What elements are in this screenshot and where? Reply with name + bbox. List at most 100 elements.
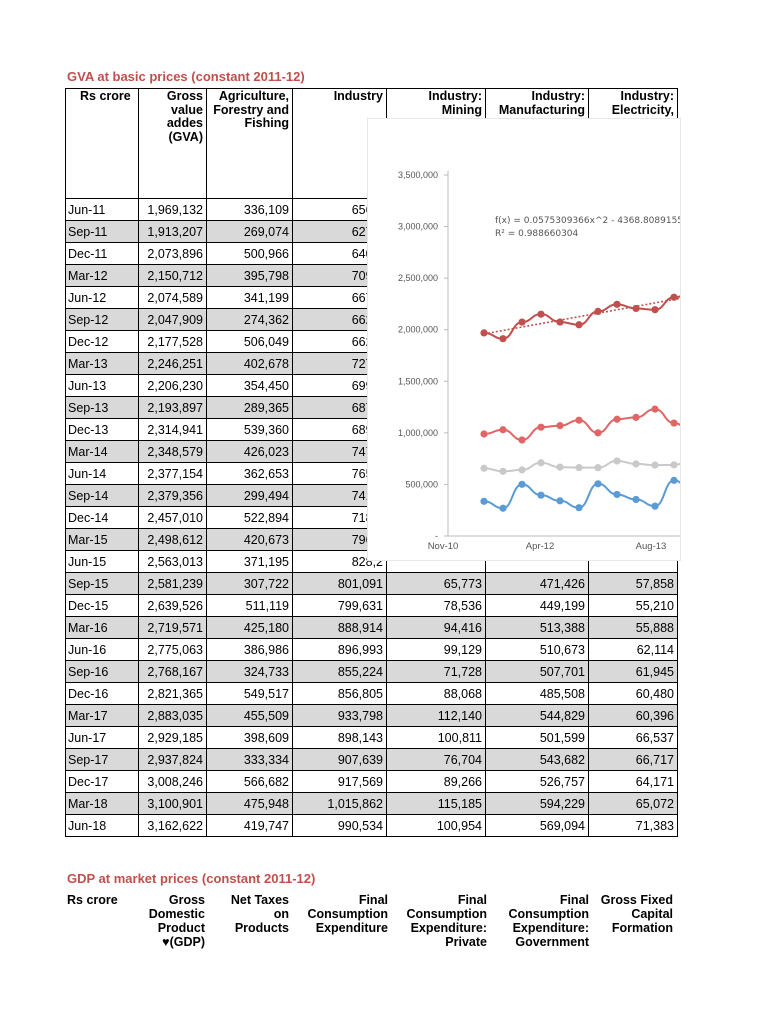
table-cell: 3,008,246 bbox=[138, 770, 207, 793]
data-point bbox=[594, 307, 602, 316]
data-point bbox=[537, 491, 545, 499]
table-cell: 2,073,896 bbox=[138, 242, 207, 265]
table-cell: 333,334 bbox=[206, 748, 293, 771]
table-cell: 2,379,356 bbox=[138, 484, 207, 507]
trendline-r-squared: R² = 0.988660304 bbox=[495, 229, 579, 239]
data-point bbox=[670, 461, 678, 469]
data-point bbox=[575, 504, 583, 512]
table-cell: 2,177,528 bbox=[138, 330, 207, 353]
data-point bbox=[556, 497, 564, 505]
table-cell: 471,426 bbox=[485, 572, 589, 595]
table-cell: 362,653 bbox=[206, 462, 293, 485]
table-cell: 55,210 bbox=[588, 594, 678, 617]
data-point bbox=[556, 318, 564, 326]
line-chart[interactable]: 3,500,000 3,000,000 2,500,000 2,000,000 1,50… bbox=[368, 119, 680, 560]
y-tick-label: 1,000,000 bbox=[398, 428, 438, 438]
table-cell: 3,162,622 bbox=[138, 814, 207, 837]
table-cell: 55,888 bbox=[588, 616, 678, 639]
table-cell: 2,639,526 bbox=[138, 594, 207, 617]
table-cell: 94,416 bbox=[386, 616, 486, 639]
table-cell: 426,023 bbox=[206, 440, 293, 463]
data-point bbox=[499, 335, 507, 343]
table-row: Dec-17 3,008,246 566,682 917,569 89,266 526,7… bbox=[65, 770, 678, 793]
data-point bbox=[537, 310, 545, 318]
table-row: Dec-15 2,639,526 511,119 799,631 78,536 449,1… bbox=[65, 594, 678, 617]
data-point bbox=[632, 413, 640, 421]
data-point bbox=[613, 457, 621, 465]
data-point bbox=[632, 495, 640, 504]
table-cell: 990,534 bbox=[292, 814, 387, 837]
table-cell: 896,993 bbox=[292, 638, 387, 661]
table-cell: 2,246,251 bbox=[138, 352, 207, 375]
table-cell: 2,498,612 bbox=[138, 528, 207, 551]
table-cell: 66,537 bbox=[588, 726, 678, 749]
table-cell: 917,569 bbox=[292, 770, 387, 793]
table-cell: 289,365 bbox=[206, 396, 293, 419]
table-cell: 354,450 bbox=[206, 374, 293, 397]
table-row: Mar-16 2,719,571 425,180 888,914 94,416 513,3… bbox=[65, 616, 678, 639]
row-period-cell: Sep-15 bbox=[65, 572, 139, 595]
table-cell: 2,883,035 bbox=[138, 704, 207, 727]
row-period-cell: Mar-12 bbox=[65, 264, 139, 287]
data-point bbox=[518, 480, 526, 488]
table-cell: 371,195 bbox=[206, 550, 293, 573]
series-line bbox=[483, 479, 680, 510]
data-point bbox=[651, 405, 659, 413]
table-cell: 2,581,239 bbox=[138, 572, 207, 595]
data-point bbox=[670, 419, 678, 427]
row-period-cell: Sep-16 bbox=[65, 660, 139, 683]
table-cell: 324,733 bbox=[206, 660, 293, 683]
gdp-header-cell: Net Taxes on Products bbox=[230, 893, 289, 935]
table-cell: 71,728 bbox=[386, 660, 486, 683]
table-cell: 307,722 bbox=[206, 572, 293, 595]
data-point bbox=[537, 423, 545, 431]
table-cell: 398,609 bbox=[206, 726, 293, 749]
series-line bbox=[483, 295, 680, 340]
table-cell: 2,719,571 bbox=[138, 616, 207, 639]
table-cell: 569,094 bbox=[485, 814, 589, 837]
table-cell: 549,517 bbox=[206, 682, 293, 705]
table-cell: 115,185 bbox=[386, 792, 486, 815]
row-period-cell: Jun-13 bbox=[65, 374, 139, 397]
data-point bbox=[632, 304, 640, 313]
row-period-cell: Mar-14 bbox=[65, 440, 139, 463]
table-cell: 60,396 bbox=[588, 704, 678, 727]
row-period-cell: Jun-16 bbox=[65, 638, 139, 661]
row-period-cell: Dec-11 bbox=[65, 242, 139, 265]
table-cell: 796,9 bbox=[292, 528, 387, 551]
table-cell: 455,509 bbox=[206, 704, 293, 727]
table-cell: 1,015,862 bbox=[292, 792, 387, 815]
table-cell: 395,798 bbox=[206, 264, 293, 287]
table-row: Jun-17 2,929,185 398,609 898,143 100,811 501,… bbox=[65, 726, 678, 749]
table-cell: 402,678 bbox=[206, 352, 293, 375]
row-period-cell: Mar-17 bbox=[65, 704, 139, 727]
table-cell: 888,914 bbox=[292, 616, 387, 639]
table-cell: 485,508 bbox=[485, 682, 589, 705]
table-cell: 2,348,579 bbox=[138, 440, 207, 463]
table-row: Dec-16 2,821,365 549,517 856,805 88,068 485,5… bbox=[65, 682, 678, 705]
table-row: Sep-17 2,937,824 333,334 907,639 76,704 543,6… bbox=[65, 748, 678, 771]
table-cell: 60,480 bbox=[588, 682, 678, 705]
data-point bbox=[651, 306, 659, 314]
table-cell: 76,704 bbox=[386, 748, 486, 771]
table-cell: 566,682 bbox=[206, 770, 293, 793]
table-cell: 274,362 bbox=[206, 308, 293, 331]
table-cell: 513,388 bbox=[485, 616, 589, 639]
data-point bbox=[613, 415, 621, 423]
table-cell: 386,986 bbox=[206, 638, 293, 661]
table-row: Sep-16 2,768,167 324,733 855,224 71,728 507,7… bbox=[65, 660, 678, 683]
table-cell: 526,757 bbox=[485, 770, 589, 793]
data-point bbox=[480, 329, 488, 337]
table-cell: 71,383 bbox=[588, 814, 678, 837]
table-cell: 2,821,365 bbox=[138, 682, 207, 705]
data-point bbox=[632, 460, 640, 468]
data-point bbox=[575, 416, 583, 424]
gdp-header-cell: Rs crore bbox=[67, 893, 118, 907]
row-period-cell: Sep-17 bbox=[65, 748, 139, 771]
data-point bbox=[518, 466, 526, 474]
table-cell: 507,701 bbox=[485, 660, 589, 683]
table-cell: 907,639 bbox=[292, 748, 387, 771]
table-cell: 506,049 bbox=[206, 330, 293, 353]
gdp-header-cell: Final Consumption Expenditure: Private bbox=[406, 893, 487, 949]
data-point bbox=[518, 436, 526, 444]
